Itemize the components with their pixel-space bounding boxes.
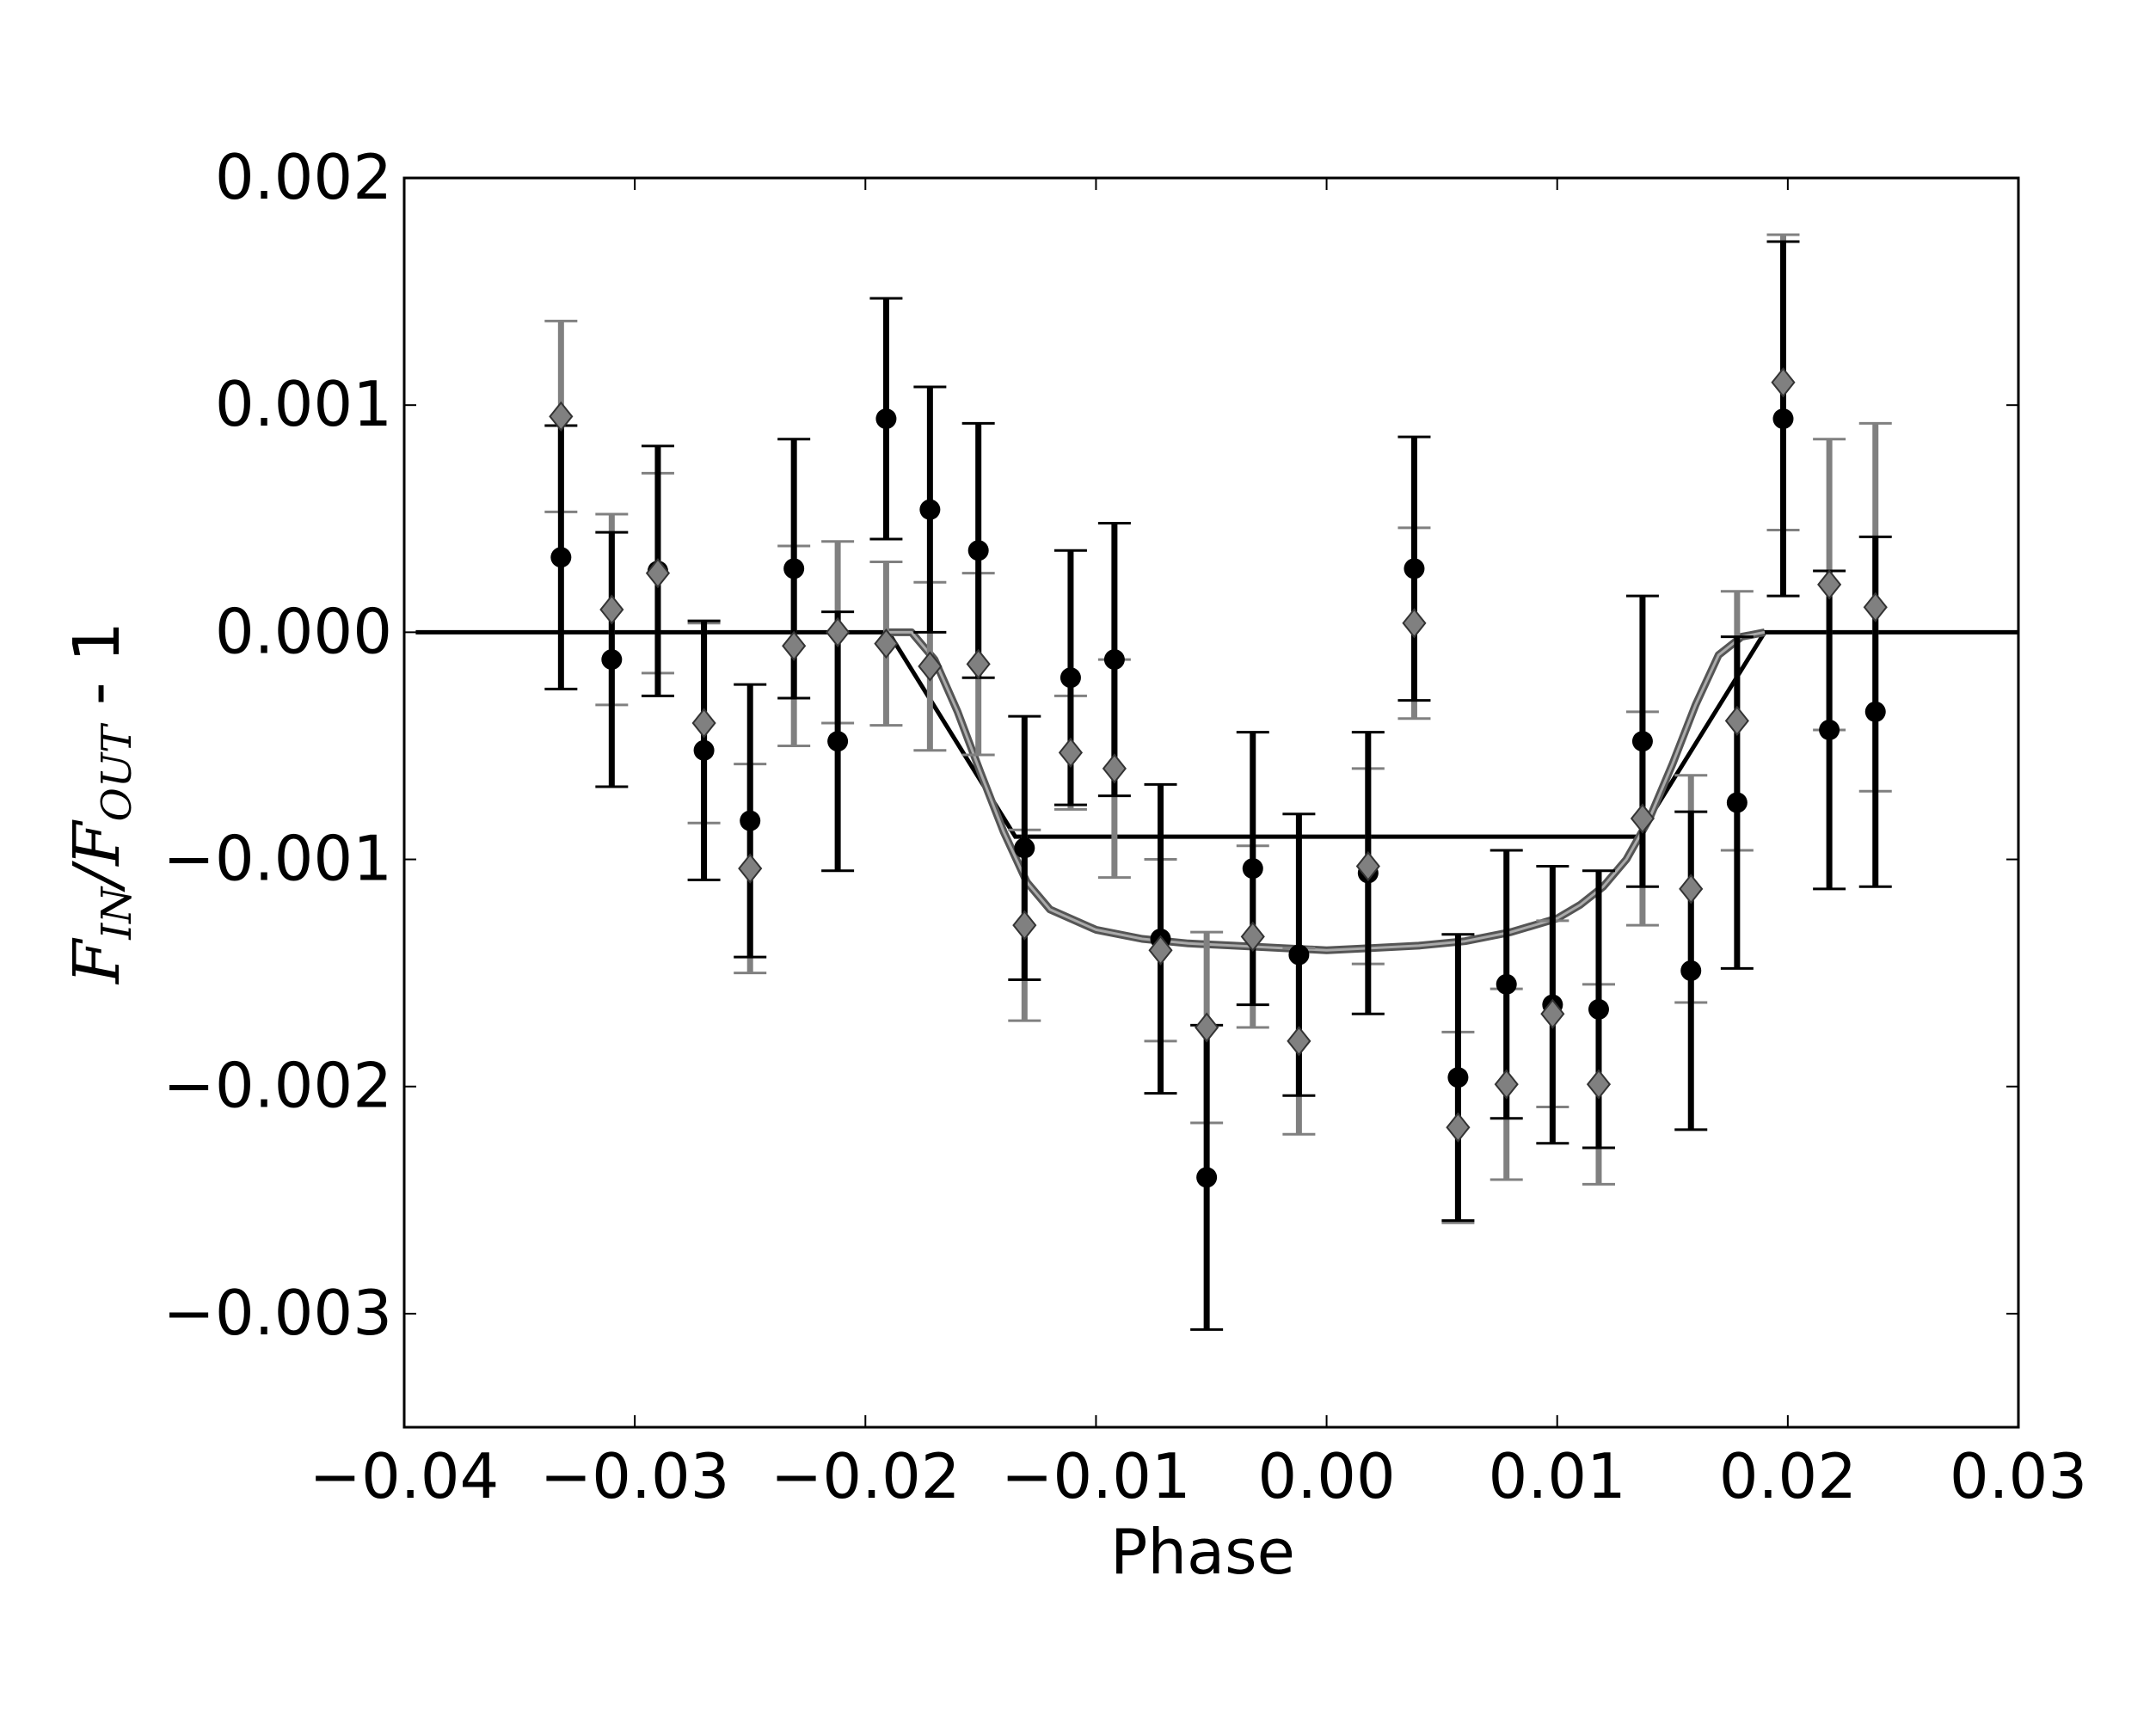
model-curves bbox=[415, 628, 2018, 954]
data-point-diamond bbox=[1446, 1112, 1471, 1143]
data-point-circle bbox=[1588, 998, 1609, 1020]
data-point-diamond bbox=[1058, 737, 1084, 768]
data-point-diamond bbox=[599, 594, 624, 625]
data-point-diamond bbox=[1402, 608, 1427, 639]
data-point-diamond bbox=[1817, 569, 1842, 600]
x-tick-label: 0.00 bbox=[1257, 1440, 1395, 1512]
data-point-circle bbox=[1014, 837, 1035, 859]
data-point-circle bbox=[1060, 667, 1081, 689]
data-point-circle bbox=[783, 558, 805, 579]
x-tick-label: −0.01 bbox=[1001, 1440, 1191, 1512]
data-point-circle bbox=[1496, 973, 1517, 995]
data-point-diamond bbox=[966, 648, 991, 679]
x-tick-label: 0.03 bbox=[1950, 1440, 2087, 1512]
data-point-circle bbox=[1680, 960, 1702, 981]
data-point-diamond bbox=[1148, 935, 1173, 966]
data-point-circle bbox=[919, 499, 941, 520]
y-tick-label: 0.002 bbox=[215, 141, 392, 213]
data-point-circle bbox=[1772, 408, 1794, 430]
data-point-diamond bbox=[1630, 803, 1655, 834]
tick-labels: −0.04 −0.03 −0.02 −0.01 0.00 0.01 0.02 0.03 −0.0… bbox=[163, 141, 2088, 1512]
data-point-circle bbox=[1819, 719, 1840, 740]
data-point-diamond bbox=[549, 401, 574, 432]
y-label-suffix: - 1 bbox=[60, 622, 134, 726]
data-point-circle bbox=[601, 649, 623, 671]
plot-area-frame bbox=[402, 176, 2020, 1429]
data-point-circle bbox=[1404, 558, 1425, 579]
data-point-circle bbox=[1288, 944, 1310, 966]
y-axis-label: FIN/FOUT - 1 bbox=[60, 622, 141, 985]
y-tick-label: −0.002 bbox=[163, 1050, 392, 1122]
data-point-diamond bbox=[1540, 998, 1565, 1029]
data-point-diamond bbox=[1724, 705, 1749, 736]
data-point-diamond bbox=[826, 616, 851, 647]
y-tick-label: −0.001 bbox=[163, 823, 392, 895]
data-point-circle bbox=[550, 547, 572, 568]
data-point-diamond bbox=[1586, 1069, 1612, 1100]
model-curve-gray-outer bbox=[888, 628, 1766, 954]
data-point-diamond bbox=[1102, 753, 1127, 784]
data-point-diamond bbox=[1494, 1069, 1519, 1100]
model-curve-black bbox=[415, 629, 2018, 839]
data-point-diamond bbox=[1355, 850, 1380, 882]
data-point-circle bbox=[875, 408, 897, 430]
x-axis-label: Phase bbox=[1110, 1516, 1295, 1588]
y-label-f-in: F bbox=[60, 937, 134, 985]
y-label-slash: / bbox=[60, 861, 134, 892]
y-label-in-subscript: IN bbox=[93, 886, 141, 941]
x-tick-label: −0.04 bbox=[310, 1440, 500, 1512]
data-point-circle bbox=[827, 731, 849, 752]
y-label-f-out: F bbox=[60, 819, 134, 868]
data-point-diamond bbox=[918, 651, 943, 682]
x-tick-label: 0.01 bbox=[1489, 1440, 1626, 1512]
data-point-circle bbox=[1447, 1067, 1469, 1088]
data-point-circle bbox=[740, 810, 761, 831]
data-point-diamond bbox=[874, 628, 899, 659]
model-curve-gray-inner bbox=[888, 630, 1766, 952]
data-point-diamond bbox=[1012, 910, 1037, 941]
data-point-circle bbox=[1631, 731, 1653, 752]
y-tick-label: 0.001 bbox=[215, 368, 392, 440]
data-point-circle bbox=[1726, 792, 1748, 813]
data-point-diamond bbox=[738, 853, 763, 884]
data-point-diamond bbox=[782, 630, 807, 661]
data-point-diamond bbox=[1287, 1026, 1311, 1057]
data-point-diamond bbox=[1771, 367, 1796, 398]
x-tick-label: −0.03 bbox=[540, 1440, 730, 1512]
y-label-out-subscript: OUT bbox=[93, 723, 141, 822]
x-tick-label: −0.02 bbox=[771, 1440, 961, 1512]
data-point-diamond bbox=[1679, 874, 1704, 904]
y-tick-label: 0.000 bbox=[215, 595, 392, 667]
error-bars bbox=[544, 233, 1892, 1331]
data-point-circle bbox=[1103, 649, 1125, 671]
data-point-circle bbox=[693, 739, 715, 761]
data-points bbox=[549, 367, 1888, 1188]
data-point-diamond bbox=[1863, 592, 1888, 622]
data-point-circle bbox=[1196, 1167, 1218, 1188]
x-tick-label: 0.02 bbox=[1719, 1440, 1857, 1512]
data-point-diamond bbox=[691, 708, 716, 739]
y-tick-label: −0.003 bbox=[163, 1277, 392, 1349]
data-point-circle bbox=[1864, 701, 1886, 722]
data-point-diamond bbox=[1195, 1012, 1219, 1043]
data-point-diamond bbox=[645, 558, 671, 589]
axis-ticks bbox=[403, 177, 2019, 1427]
data-point-circle bbox=[967, 540, 989, 561]
data-point-diamond bbox=[1240, 921, 1265, 952]
data-point-circle bbox=[1242, 858, 1263, 880]
